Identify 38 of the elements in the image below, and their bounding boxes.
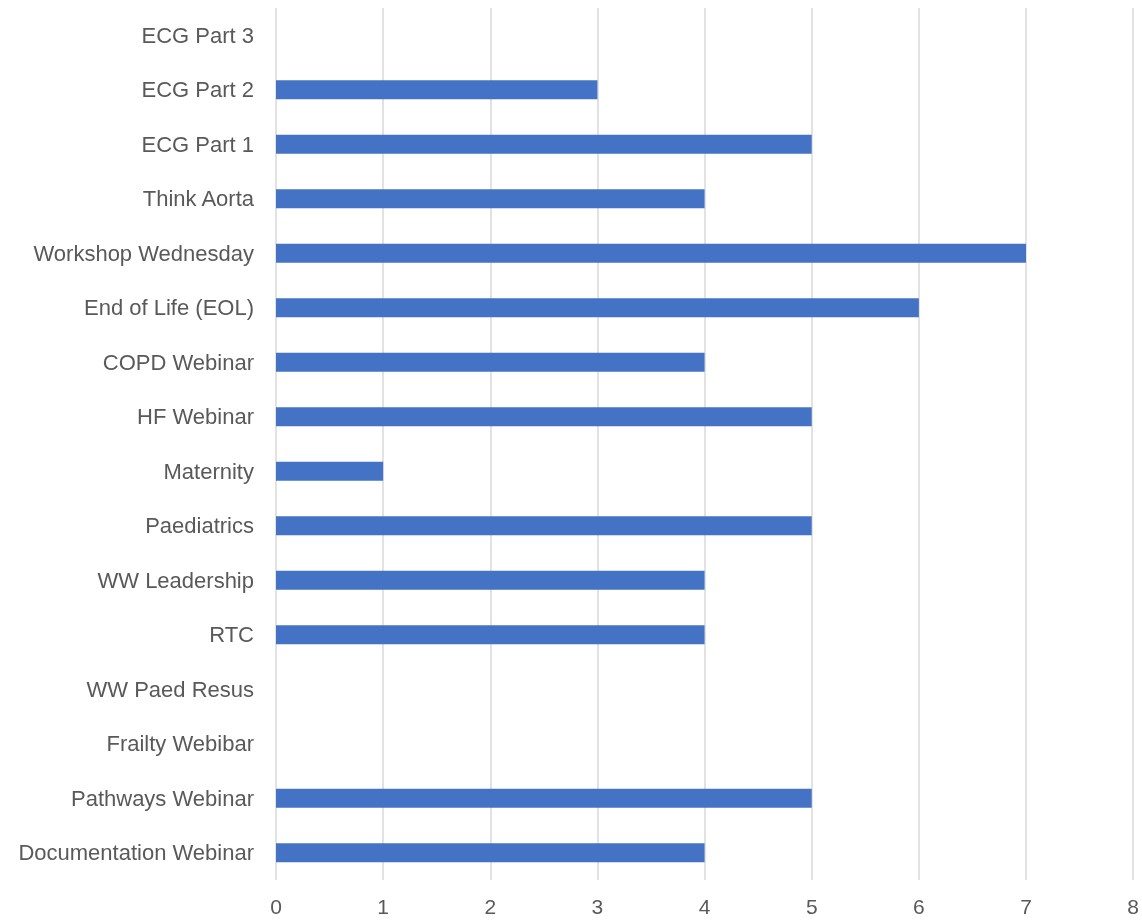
bar	[276, 516, 812, 536]
x-tick-label: 8	[1127, 895, 1139, 918]
x-tick-label: 3	[591, 895, 604, 918]
bar	[276, 788, 812, 808]
bar	[276, 570, 705, 590]
bar	[276, 407, 812, 427]
y-tick-label: Think Aorta	[142, 186, 255, 212]
x-tick-label: 6	[913, 895, 925, 918]
y-tick-label: WW Leadership	[97, 567, 254, 593]
x-tick-label: 5	[805, 895, 818, 918]
x-tick-label: 7	[1020, 895, 1032, 918]
y-tick-label: Documentation Webinar	[18, 840, 254, 866]
bar	[276, 352, 705, 372]
bar	[276, 843, 705, 863]
bar	[276, 189, 705, 209]
bar	[276, 625, 705, 645]
x-tick-label: 1	[377, 895, 389, 918]
bar	[276, 461, 384, 481]
y-tick-label: End of Life (EOL)	[84, 295, 254, 321]
y-tick-label: ECG Part 2	[141, 77, 254, 103]
y-tick-label: Pathways Webinar	[70, 785, 254, 811]
bar	[276, 134, 812, 154]
y-tick-label: ECG Part 3	[141, 22, 254, 48]
y-tick-label: COPD Webinar	[102, 349, 254, 375]
y-tick-label: Workshop Wednesday	[33, 240, 254, 266]
y-tick-label: HF Webinar	[137, 404, 254, 430]
y-tick-label: Paediatrics	[145, 513, 254, 539]
y-tick-label: ECG Part 1	[141, 131, 254, 157]
y-tick-label: Frailty Webibar	[106, 731, 254, 757]
bar	[276, 80, 598, 100]
x-tick-label: 4	[698, 895, 711, 918]
y-tick-label: Maternity	[163, 458, 254, 484]
y-tick-label: RTC	[209, 622, 255, 648]
x-tick-label: 0	[270, 895, 282, 918]
bar	[276, 243, 1027, 263]
y-tick-label: WW Paed Resus	[86, 676, 254, 702]
x-tick-label: 2	[484, 895, 497, 918]
bar	[276, 298, 919, 318]
